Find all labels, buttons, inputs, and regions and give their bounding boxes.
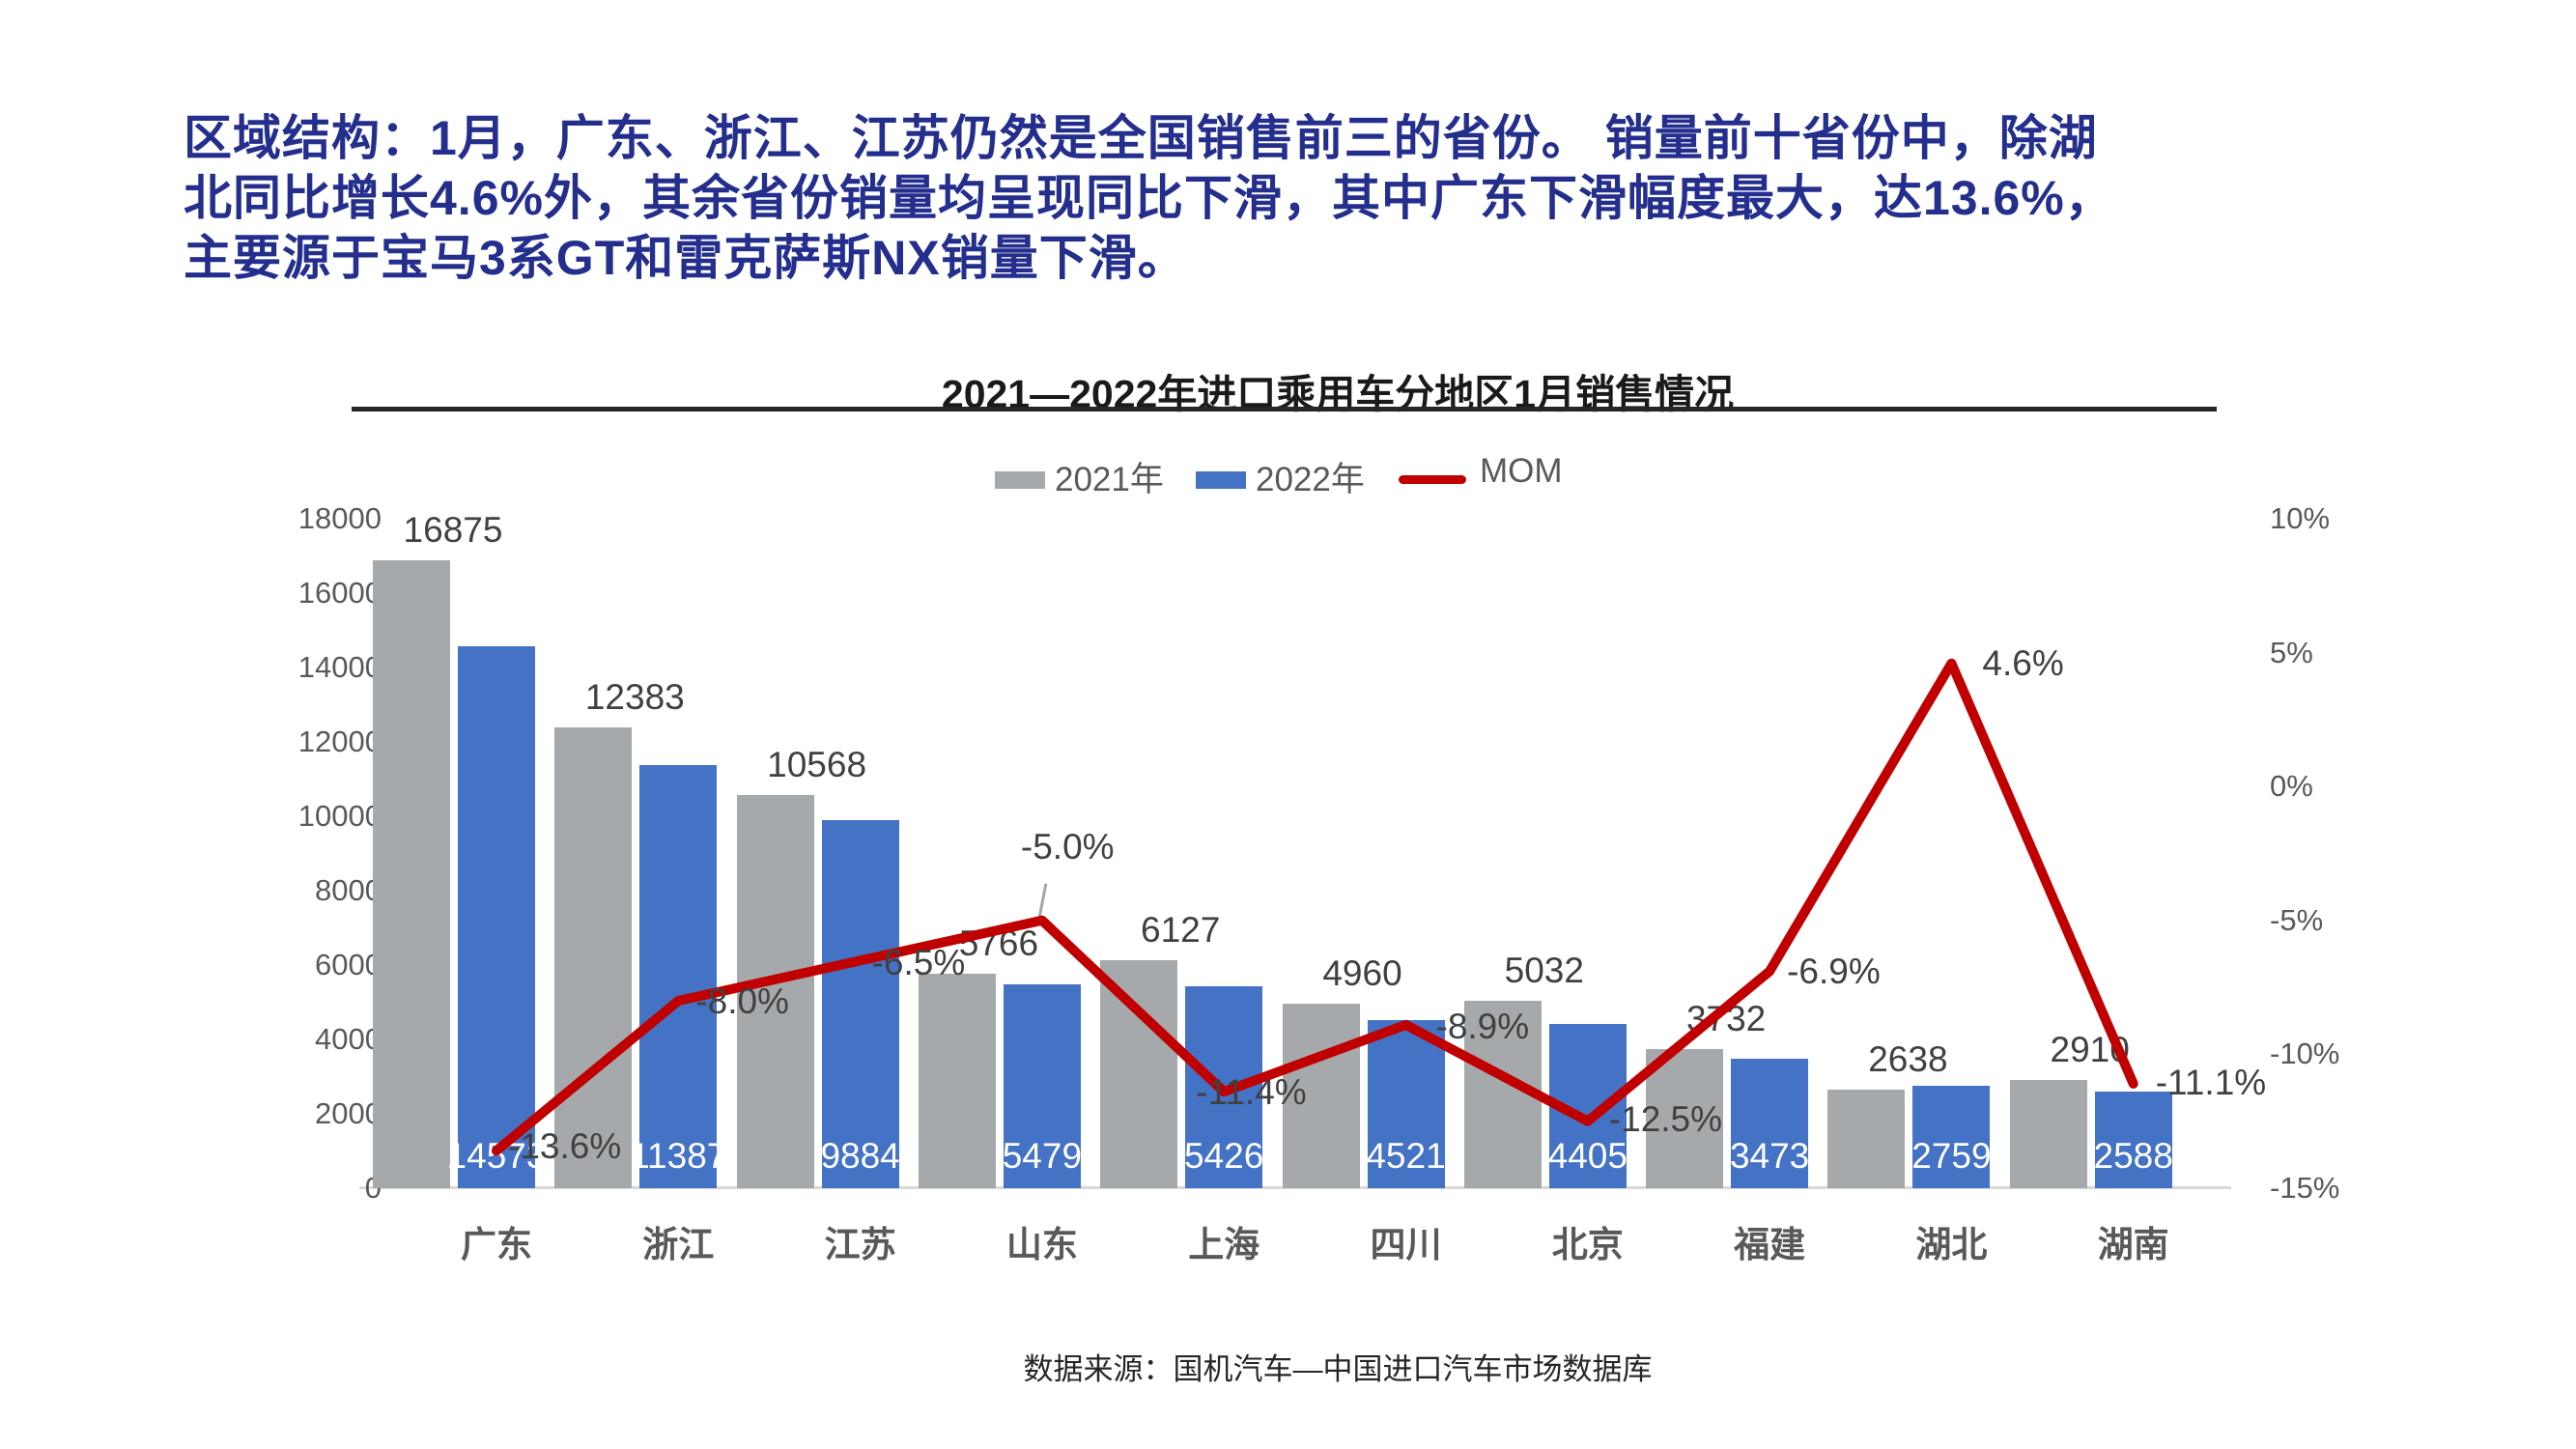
heading-line-3: 主要源于宝马3系GT和雷克萨斯NX销量下滑。 (184, 231, 1187, 285)
category-label: 上海 (1188, 1225, 1260, 1264)
bar-label-2021: 3732 (1685, 999, 1767, 1039)
y-axis-tick-right: -10% (2270, 1037, 2340, 1071)
category-label: 江苏 (824, 1225, 896, 1264)
bar-label-2021: 2638 (1868, 1039, 1948, 1080)
y-axis-tick-right: -15% (2270, 1171, 2340, 1205)
mom-point-label: -11.4% (1196, 1072, 1307, 1113)
legend-label-mom: MOM (1480, 452, 1563, 490)
bar-label-2021: 10568 (767, 745, 867, 785)
bar-label-2022: 2759 (1911, 1136, 1992, 1176)
mom-point-label: -6.5% (871, 943, 966, 983)
bar-2021 (373, 560, 450, 1188)
y-axis-tick-left: 6000 (315, 948, 382, 981)
legend-label-2021: 2021年 (1055, 461, 1164, 498)
bar-label-2022: 4405 (1547, 1136, 1628, 1176)
y-axis-tick-right: 10% (2270, 501, 2331, 535)
bar-2022 (821, 820, 899, 1188)
y-axis-tick-left: 14000 (297, 650, 382, 684)
category-label: 湖南 (2097, 1225, 2169, 1264)
bar-2021 (554, 727, 633, 1188)
category-label: 山东 (1005, 1225, 1078, 1264)
y-axis-tick-left: 16000 (297, 576, 382, 610)
y-axis-tick-left: 8000 (315, 873, 382, 907)
mom-point-label: -5.0% (1020, 826, 1115, 867)
bar-label-2022: 9884 (820, 1136, 900, 1176)
bar-label-2022: 3473 (1729, 1136, 1810, 1176)
mom-point-label: -11.1% (2155, 1062, 2267, 1102)
mom-point-label: -13.6% (508, 1126, 622, 1167)
legend-line-mom (1399, 475, 1466, 484)
y-axis-tick-right: -5% (2270, 902, 2324, 937)
y-axis-tick-left: 12000 (297, 724, 382, 758)
category-label: 湖北 (1915, 1225, 1988, 1264)
bar-label-2022: 5426 (1184, 1136, 1264, 1176)
slide-heading: 区域结构：1月，广东、浙江、江苏仍然是全国销售前三的省份。 销量前十省份中，除湖… (184, 108, 2531, 288)
legend-swatch-2021 (995, 471, 1045, 489)
mom-point-label: 4.6% (1982, 642, 2064, 683)
bar-label-2021: 4960 (1322, 953, 1402, 994)
y-axis-tick-right: 5% (2270, 635, 2313, 669)
bar-label-2021: 6127 (1141, 910, 1221, 951)
bar-label-2021: 16875 (403, 510, 503, 551)
category-label: 北京 (1551, 1225, 1624, 1264)
mom-point-label: -12.5% (1608, 1098, 1723, 1139)
title-underline (352, 407, 2217, 412)
category-label: 浙江 (642, 1225, 715, 1264)
category-label: 四川 (1370, 1225, 1442, 1264)
y-axis-tick-left: 18000 (297, 501, 382, 535)
y-axis-tick-left: 2000 (315, 1096, 382, 1130)
mom-point-label: -6.9% (1787, 952, 1881, 992)
legend-label-2022: 2022年 (1256, 461, 1365, 498)
mom-point-label: -8.9% (1435, 1006, 1530, 1046)
bar-label-2021: 5032 (1504, 951, 1584, 991)
y-axis-tick-left: 0 (208, 1170, 382, 1207)
bar-label-2022: 2588 (2093, 1136, 2173, 1176)
category-label: 福建 (1734, 1225, 1806, 1264)
y-axis-tick-left: 4000 (315, 1022, 382, 1056)
bar-label-2022: 5479 (1002, 1136, 1083, 1176)
mom-point-label: -8.0% (695, 980, 789, 1021)
y-axis-tick-left: 10000 (297, 799, 382, 833)
category-label: 广东 (461, 1225, 532, 1264)
source-note: 数据来源：国机汽车—中国进口汽车市场数据库 (1023, 1352, 1653, 1386)
bar-2022 (458, 645, 535, 1188)
y-axis-tick-right: 0% (2270, 769, 2313, 804)
heading-line-1: 区域结构：1月，广东、浙江、江苏仍然是全国销售前三的省份。 销量前十省份中，除湖 (184, 111, 2098, 165)
bar-label-2021: 12383 (584, 677, 685, 718)
bar-2022 (639, 764, 718, 1188)
heading-line-2: 北同比增长4.6%外，其余省份销量均呈现同比下滑，其中广东下滑幅度最大，达13.… (184, 171, 2114, 225)
bar-label-2022: 4521 (1366, 1136, 1446, 1176)
mom-label-leader-line (1037, 883, 1048, 920)
legend-swatch-2022 (1196, 471, 1246, 489)
